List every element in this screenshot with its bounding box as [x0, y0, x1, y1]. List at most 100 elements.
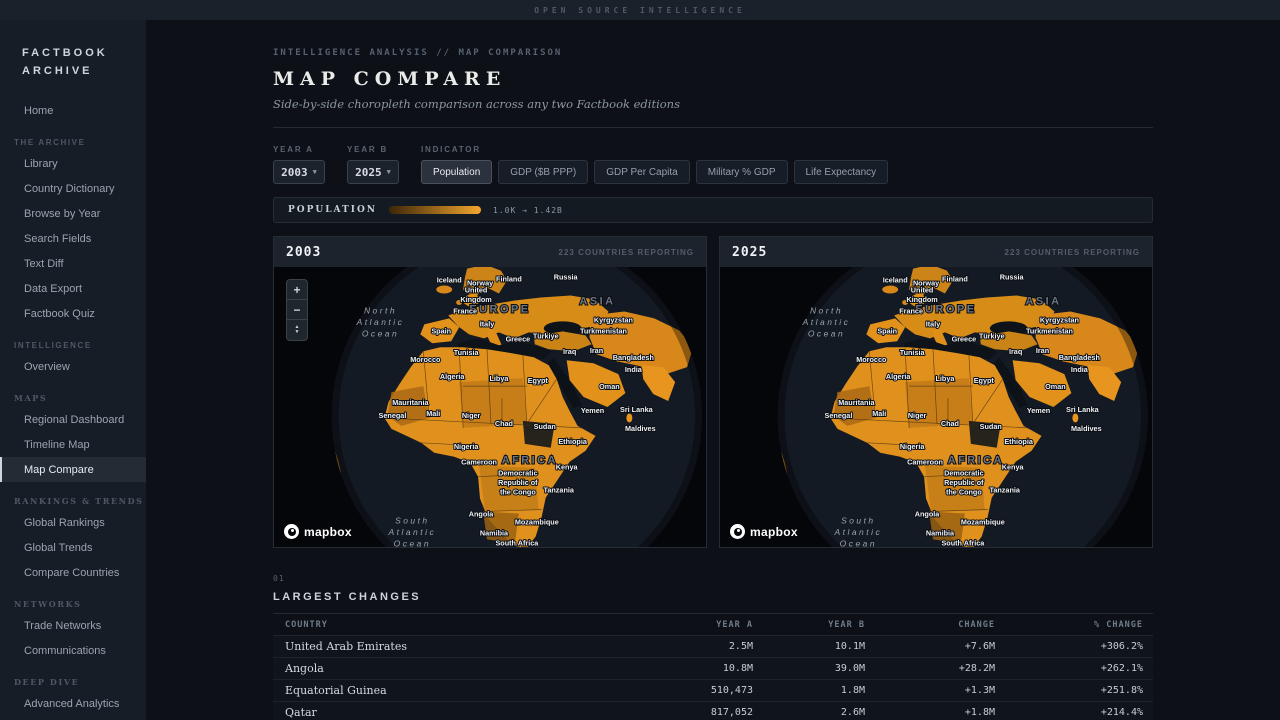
svg-text:Senegal: Senegal [379, 411, 407, 420]
indicator-gdp-b-ppp[interactable]: GDP ($B PPP) [498, 160, 588, 184]
svg-text:Iraq: Iraq [1009, 347, 1022, 356]
indicator-group: INDICATOR PopulationGDP ($B PPP)GDP Per … [421, 145, 888, 184]
indicator-life-expectancy[interactable]: Life Expectancy [794, 160, 889, 184]
sidebar-item-data-export[interactable]: Data Export [0, 276, 146, 301]
svg-text:Mali: Mali [872, 409, 886, 418]
pitch-toggle-button[interactable]: ▲▼ [287, 320, 307, 340]
svg-text:Tunisia: Tunisia [454, 348, 480, 357]
column-header-change: CHANGE [865, 620, 995, 630]
sidebar-item-browse-by-year[interactable]: Browse by Year [0, 201, 146, 226]
header-divider [273, 127, 1153, 128]
sidebar-item-home[interactable]: Home [0, 98, 146, 123]
chevron-down-icon: ▼ [387, 168, 391, 176]
svg-text:Sudan: Sudan [534, 422, 556, 431]
year-a-value: 2003 [281, 166, 308, 179]
svg-text:NorthAtlanticOcean: NorthAtlanticOcean [356, 305, 405, 338]
topbar-title: OPEN SOURCE INTELLIGENCE [534, 6, 746, 15]
svg-text:India: India [625, 365, 643, 374]
svg-text:Türkiye: Türkiye [979, 331, 1005, 340]
year-b-label: YEAR B [347, 145, 399, 154]
svg-text:Maldives: Maldives [625, 424, 656, 433]
svg-text:Kyrgyzstan: Kyrgyzstan [594, 315, 633, 324]
svg-text:Ethiopia: Ethiopia [558, 437, 588, 446]
svg-text:Spain: Spain [431, 326, 451, 335]
sidebar-item-global-rankings[interactable]: Global Rankings [0, 510, 146, 535]
sidebar-nav: Home THE ARCHIVELibraryCountry Dictionary… [0, 98, 146, 720]
chevron-down-icon: ▼ [313, 168, 317, 176]
sidebar-item-country-dictionary[interactable]: Country Dictionary [0, 176, 146, 201]
svg-text:Greece: Greece [506, 334, 531, 343]
sidebar-item-overview[interactable]: Overview [0, 354, 146, 379]
svg-text:EUROPE: EUROPE [915, 303, 976, 315]
sidebar-item-factbook-quiz[interactable]: Factbook Quiz [0, 301, 146, 326]
table-row: Angola10.8M39.0M+28.2M+262.1% [273, 658, 1153, 680]
mapbox-logo[interactable]: mapbox [284, 524, 352, 539]
mapbox-icon [730, 524, 745, 539]
svg-text:Italy: Italy [480, 319, 495, 328]
svg-text:Cameroon: Cameroon [907, 458, 943, 467]
svg-text:SouthAtlanticOcean: SouthAtlanticOcean [834, 515, 883, 547]
logo-line-2: ARCHIVE [22, 62, 146, 80]
sidebar-section-networks: NETWORKS [0, 595, 146, 613]
map-status-label: 223 COUNTRIES REPORTING [1005, 248, 1140, 257]
maps-row: 2003 223 COUNTRIES REPORTING [273, 236, 1153, 548]
legend-label: POPULATION [288, 205, 377, 215]
svg-text:Iran: Iran [1036, 346, 1049, 355]
svg-text:Mali: Mali [426, 409, 440, 418]
map-panel-2025: 2025 223 COUNTRIES REPORTING [719, 236, 1153, 548]
sidebar-item-global-trends[interactable]: Global Trends [0, 535, 146, 560]
year-b-select[interactable]: 2025 ▼ [347, 160, 399, 184]
svg-text:Kenya: Kenya [1002, 463, 1025, 472]
zoom-out-button[interactable]: − [287, 300, 307, 320]
indicator-population[interactable]: Population [421, 160, 492, 184]
map-panel-header: 2003 223 COUNTRIES REPORTING [274, 237, 706, 267]
breadcrumb: INTELLIGENCE ANALYSIS // MAP COMPARISON [273, 48, 1153, 58]
map-canvas[interactable]: NorthAtlanticOceanSouthAtlanticOceanEURO… [274, 267, 706, 547]
sidebar-item-map-compare[interactable]: Map Compare [0, 457, 146, 482]
indicator-gdp-per-capita[interactable]: GDP Per Capita [594, 160, 690, 184]
sidebar-item-search-fields[interactable]: Search Fields [0, 226, 146, 251]
svg-text:South Africa: South Africa [495, 538, 539, 547]
legend-gradient [389, 206, 481, 214]
sidebar-item-communications[interactable]: Communications [0, 638, 146, 663]
svg-text:Egypt: Egypt [528, 376, 549, 385]
sidebar-item-trade-networks[interactable]: Trade Networks [0, 613, 146, 638]
sidebar-section-the-archive: THE ARCHIVE [0, 133, 146, 151]
zoom-in-button[interactable]: + [287, 280, 307, 300]
table-body: United Arab Emirates2.5M10.1M+7.6M+306.2… [273, 636, 1153, 720]
sidebar-section-intelligence: INTELLIGENCE [0, 336, 146, 354]
svg-text:Morocco: Morocco [410, 355, 441, 364]
svg-text:Mozambique: Mozambique [961, 517, 1005, 526]
sidebar-item-compare-countries[interactable]: Compare Countries [0, 560, 146, 585]
svg-text:Türkiye: Türkiye [533, 331, 559, 340]
legend-range: 1.0K → 1.42B [493, 206, 563, 215]
svg-text:ASIA: ASIA [579, 295, 615, 307]
sidebar-item-library[interactable]: Library [0, 151, 146, 176]
mapbox-icon [284, 524, 299, 539]
svg-text:UnitedKingdom: UnitedKingdom [460, 286, 491, 304]
svg-text:ASIA: ASIA [1025, 295, 1061, 307]
indicator-military-gdp[interactable]: Military % GDP [696, 160, 788, 184]
table-row: Equatorial Guinea510,4731.8M+1.3M+251.8% [273, 680, 1153, 702]
svg-text:UnitedKingdom: UnitedKingdom [906, 286, 937, 304]
year-a-select[interactable]: 2003 ▼ [273, 160, 325, 184]
sidebar-item-change-detection[interactable]: Change Detection [0, 716, 146, 720]
svg-text:DemocraticRepublic ofthe Congo: DemocraticRepublic ofthe Congo [498, 469, 538, 497]
sidebar-item-regional-dashboard[interactable]: Regional Dashboard [0, 407, 146, 432]
svg-text:Niger: Niger [462, 411, 481, 420]
largest-changes-section: 01 LARGEST CHANGES COUNTRYYEAR AYEAR BCH… [273, 574, 1153, 720]
mapbox-logo[interactable]: mapbox [730, 524, 798, 539]
map-year-label: 2025 [732, 245, 767, 260]
sidebar-section-maps: MAPS [0, 389, 146, 407]
svg-text:Oman: Oman [1045, 382, 1066, 391]
year-a-label: YEAR A [273, 145, 325, 154]
svg-text:Greece: Greece [952, 334, 977, 343]
svg-text:Senegal: Senegal [825, 411, 853, 420]
main-content: INTELLIGENCE ANALYSIS // MAP COMPARISON … [146, 20, 1280, 720]
sidebar-item-advanced-analytics[interactable]: Advanced Analytics [0, 691, 146, 716]
map-canvas[interactable]: NorthAtlanticOceanSouthAtlanticOceanEURO… [720, 267, 1152, 547]
sidebar-item-text-diff[interactable]: Text Diff [0, 251, 146, 276]
sidebar-item-timeline-map[interactable]: Timeline Map [0, 432, 146, 457]
svg-text:Iceland: Iceland [883, 276, 908, 285]
svg-text:Iran: Iran [590, 346, 603, 355]
